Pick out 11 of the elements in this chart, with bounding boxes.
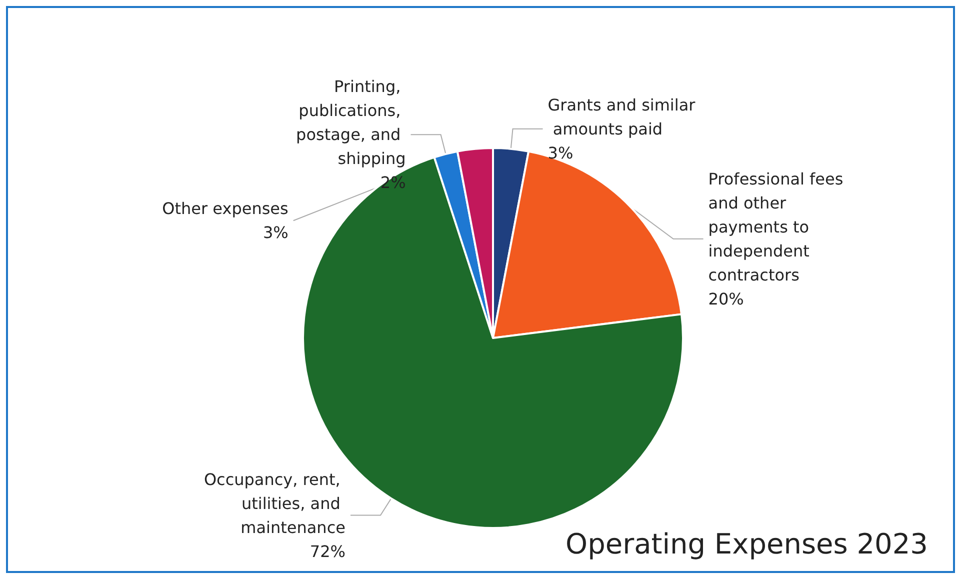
data-label: 20% [708,289,744,308]
data-label: 2% [380,173,406,192]
slice-label: Occupancy, rent, utilities, and maintenance [204,470,346,537]
data-label: 72% [310,542,346,561]
data-label: 3% [262,223,288,242]
slice-label: Professional fees and other payments to independent contractors [708,169,848,284]
slice-label: Grants and similar amounts paid [548,95,696,138]
text: Operating Expenses 2023 [566,528,928,560]
slice-label: Other expenses [162,199,288,218]
data-label: 3% [548,143,574,162]
slice-label: Printing, publications, postage, and shipping [296,77,406,168]
